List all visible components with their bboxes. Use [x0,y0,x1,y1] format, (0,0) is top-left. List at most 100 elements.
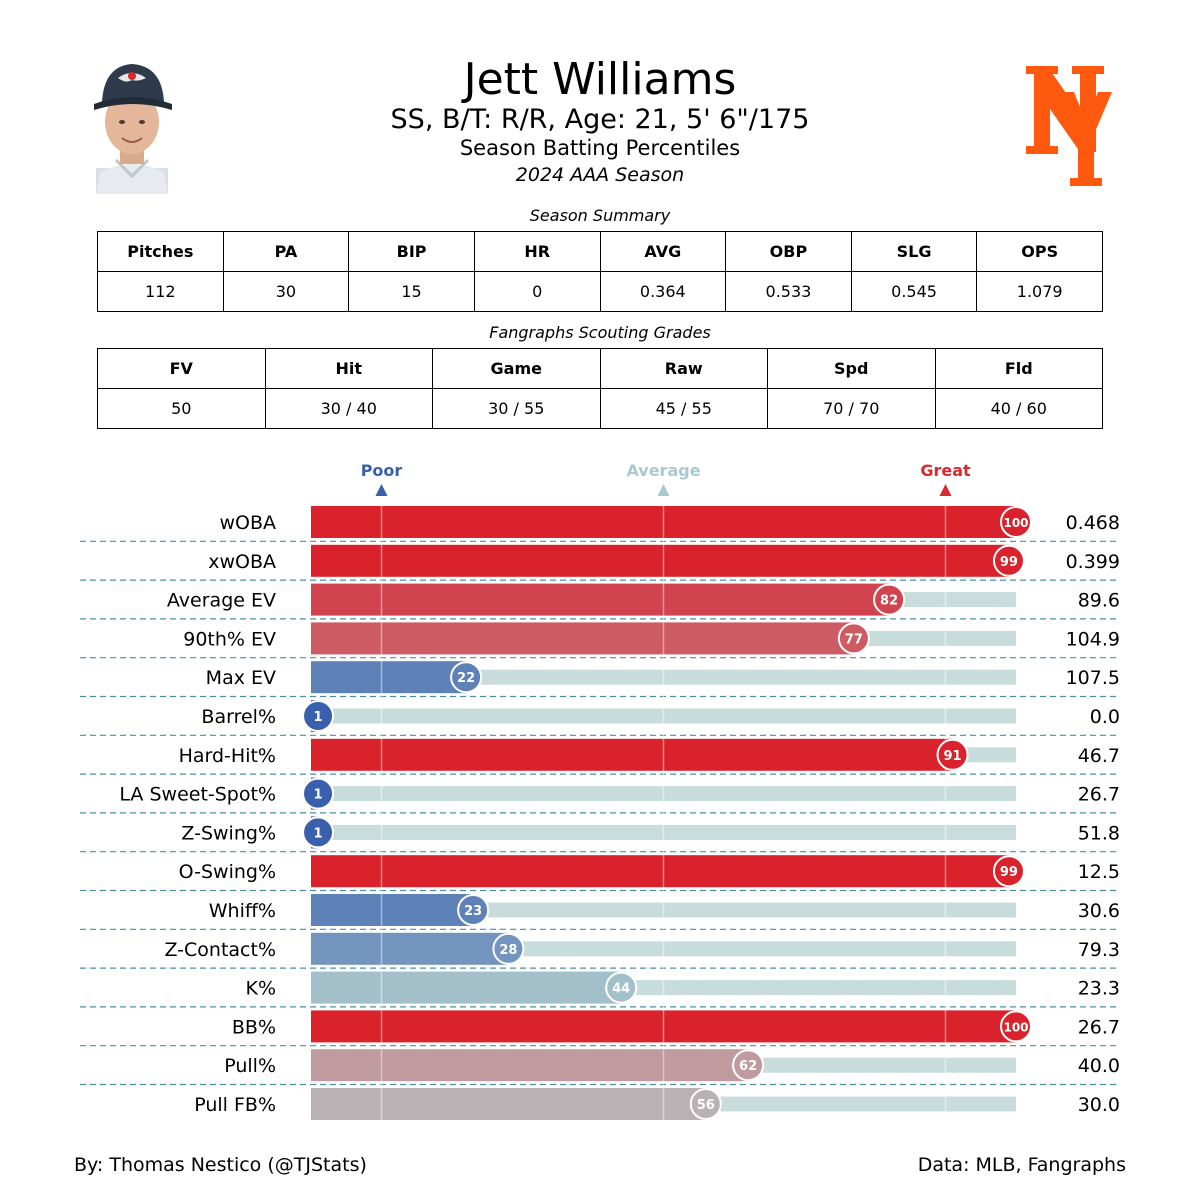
category-label: LA Sweet-Spot% [119,784,276,806]
category-label: BB% [232,1016,276,1038]
category-label: Hard-Hit% [179,745,276,767]
summary-header: PA [222,231,350,272]
marker-triangle [375,484,388,496]
percentile-badge [1000,1010,1032,1043]
category-label: Average EV [167,590,276,612]
team-logo [1026,66,1112,186]
marker-label: Great [920,461,971,480]
percentile-badge [302,777,335,810]
season-summary-table: Pitches PA BIP HR AVG OBP SLG OPS 112 30… [97,231,1103,312]
marker-triangle [939,484,952,496]
grades-title: Fangraphs Scouting Grades [489,323,711,342]
author-credit: By: Thomas Nestico (@TJStats) [74,1154,367,1176]
category-label: K% [245,978,276,1000]
percentile-bar [311,855,1009,888]
grades-header: Game [432,348,601,389]
summary-cell: 0.533 [725,271,852,312]
summary-cell: 1.079 [976,271,1103,312]
stat-value: 12.5 [1078,861,1120,883]
category-label: Z-Swing% [181,822,276,844]
percentile-track [311,669,1016,685]
player-info: SS, B/T: R/R, Age: 21, 5' 6"/175 [390,104,810,135]
percentile-badge [689,1088,722,1120]
percentile-value: 100 [1003,516,1028,530]
summary-header: OBP [725,231,852,272]
percentile-value: 56 [697,1098,715,1113]
marker-label: Average [626,461,700,480]
player-headshot [86,60,178,194]
percentile-value: 82 [880,594,898,609]
percentile-badge [457,894,490,926]
summary-header: SLG [850,231,978,272]
stat-value: 40.0 [1078,1055,1120,1077]
percentile-bar [311,932,509,965]
percentile-badge [837,622,870,655]
percentile-bar [311,544,1009,577]
grades-cell: 40 / 60 [934,388,1103,429]
grades-header: Fld [934,348,1103,389]
percentile-badge [302,816,335,849]
percentile-badge [450,661,483,694]
percentile-value: 99 [1000,865,1018,880]
grades-cell: 30 / 40 [264,388,433,429]
percentile-value: 91 [944,749,962,764]
stat-value: 104.9 [1066,628,1120,650]
percentile-badge [605,971,638,1004]
grades-cell: 50 [97,388,266,429]
category-label: Pull% [224,1055,276,1077]
stat-value: 79.3 [1078,939,1120,961]
grades-cell: 70 / 70 [767,388,936,429]
percentile-bar [311,1088,706,1120]
percentile-value: 23 [464,904,482,919]
percentile-badge [302,700,335,732]
summary-header: OPS [976,231,1103,272]
percentile-bar [311,1049,749,1082]
stat-value: 46.7 [1078,745,1120,767]
scouting-grades-table: FV Hit Game Raw Spd Fld 50 30 / 40 30 / … [97,348,1103,429]
stat-value: 0.0 [1090,706,1120,728]
stat-value: 23.3 [1078,978,1120,1000]
percentile-badge [936,738,969,771]
percentile-badge [992,855,1025,888]
category-label: Z-Contact% [164,939,276,961]
percentile-badge [732,1049,765,1082]
player-name: Jett Williams [463,54,737,105]
category-label: xwOBA [208,551,276,573]
grades-header: Spd [767,348,936,389]
stat-value: 0.468 [1066,512,1120,534]
percentile-value: 44 [612,982,630,997]
percentile-badge [873,583,906,616]
marker-triangle [657,484,670,496]
summary-header: HR [473,231,601,272]
category-label: Whiff% [209,900,276,922]
percentile-bar [311,583,890,616]
grades-header: FV [97,348,266,389]
stat-value: 0.399 [1066,551,1120,573]
percentile-bar [311,661,467,694]
chart-subtitle: Season Batting Percentiles [459,136,741,160]
marker-label: Poor [361,461,403,480]
summary-cell: 112 [97,271,224,312]
percentile-value: 62 [739,1059,757,1074]
percentile-value: 28 [499,943,517,958]
season-label: 2024 AAA Season [515,164,685,186]
percentile-chart: Poor Average Great wOBA 100 0.468 xwOBA 99 0.399… [80,461,1120,1120]
grades-header: Hit [264,348,433,389]
percentile-badge [492,932,525,965]
stat-value: 26.7 [1078,1016,1120,1038]
grades-cell: 30 / 55 [432,388,601,429]
percentile-bar [311,506,1016,538]
summary-cell: 0 [473,271,601,312]
summary-cell: 30 [222,271,350,312]
percentile-track [311,824,1016,840]
percentile-value: 22 [457,671,475,686]
category-label: O-Swing% [179,861,276,883]
grades-cell: 45 / 55 [599,388,768,429]
percentile-bar [311,894,474,926]
summary-cell: 0.364 [599,271,727,312]
summary-header: AVG [599,231,727,272]
percentile-value: 77 [845,632,863,647]
category-label: 90th% EV [183,628,276,650]
percentile-bar [311,971,622,1004]
stat-value: 107.5 [1066,667,1120,689]
